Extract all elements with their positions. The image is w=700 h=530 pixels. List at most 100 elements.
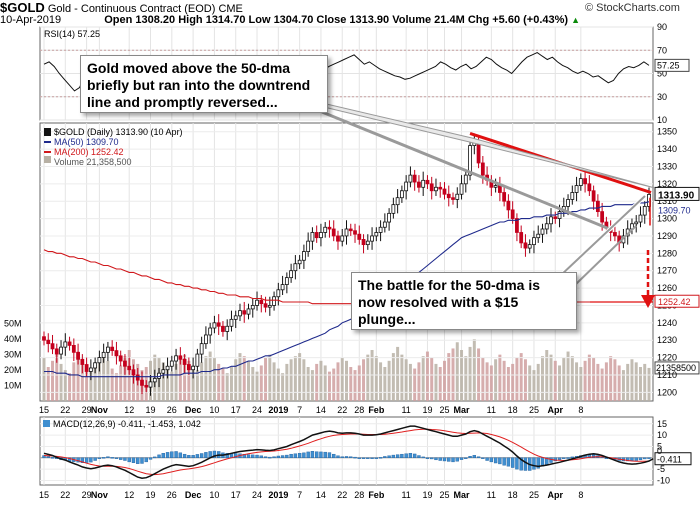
price-legend-item: Volume 21,358,500 [54,157,132,167]
macd-histogram-bar [370,457,374,459]
candle-body [302,251,306,261]
candle-body [340,235,345,242]
volume-bar [511,363,515,401]
candle-body [382,221,387,228]
candle-body [557,211,562,219]
candle-body [280,284,285,291]
macd-histogram-bar [131,457,136,463]
macd-line [43,425,654,479]
candle-body [408,174,413,183]
macd-histogram-bar [412,453,417,458]
volume-bar [97,357,101,401]
x-axis-label: Feb [368,490,385,500]
macd-histogram-bar [515,457,519,470]
volume-bar [72,362,76,401]
x-axis-label: Mar [454,405,471,415]
volume-bar [638,367,642,401]
price-legend-item: $GOLD (Daily) 1313.90 (10 Apr) [54,127,183,137]
volume-bar [255,371,259,401]
macd-histogram-bar [319,451,323,459]
macd-histogram-bar [442,457,447,462]
candle-body [259,299,264,305]
candle-body [378,226,383,233]
volume-bar [127,350,131,401]
volume-bar [242,356,246,401]
candle-body [110,346,115,352]
candle-body [144,384,149,388]
macd-signal-line [43,428,650,476]
x-axis-label: Dec [185,490,202,500]
volume-bar [443,360,446,401]
last-price-label: 1313.90 [658,190,695,201]
candle-body [123,360,127,367]
volume-bar [63,370,67,401]
macd-histogram-bar [144,457,148,463]
volume-bar [281,373,285,401]
candle-body [204,334,208,345]
macd-histogram-bar [383,456,387,459]
macd-zero-label: 0 [657,446,662,456]
candle-body [225,325,230,332]
macd-histogram-bar [532,457,536,470]
candle-body [540,228,545,235]
candle-body [178,355,183,360]
candle-body [221,325,225,332]
x-axis-label: Apr [548,405,564,415]
volume-bar [468,346,472,401]
macd-histogram-bar [140,457,144,464]
macd-histogram-bar [634,457,638,461]
candle-body [421,179,426,188]
volume-bar [617,365,621,401]
candle-body [272,296,276,306]
rsi-tick-label: 90 [657,22,667,32]
macd-histogram-bar [447,457,451,462]
volume-bar [621,370,625,401]
candle-body [493,185,498,188]
macd-histogram-bar [417,455,421,458]
volume-last-value-box [654,361,700,375]
volume-bar [489,365,493,401]
rsi-tick-label: 10 [657,115,667,125]
price-tick-label: 1210 [657,370,677,380]
volume-bar [310,370,314,401]
candle-body [42,336,46,341]
candle-body [442,188,447,195]
candle-body [182,358,187,365]
chart-header-line1: $GOLD Gold - Continuous Contract (EOD) C… [0,0,700,15]
candle-body [191,365,196,371]
candle-body [216,322,221,327]
candle-body [523,242,528,249]
volume-bar [55,354,59,401]
last-price-box [654,186,700,201]
annotation-callout-top: Gold moved above the 50-dma briefly but … [80,55,328,113]
down-arrow-icon [641,295,655,308]
candle-body [404,181,409,192]
callout-pointer-bottom-2 [574,225,637,286]
volume-bar [225,373,229,401]
macd-histogram-bar [106,456,110,458]
volume-bar [208,351,212,401]
x-axis-label: 26 [167,405,177,415]
brand-label[interactable]: © StockCharts.com [585,2,680,14]
rsi-tick-label: 50 [657,69,667,79]
volume-tick-label: 10M [4,381,22,391]
candle-body [519,232,524,244]
macd-histogram-bar [153,456,157,459]
candle-body [587,183,592,192]
macd-histogram-bar [485,457,489,461]
volume-bar [204,356,208,401]
volume-bar [643,363,647,401]
volume-bar [545,350,549,401]
volume-bar [430,357,434,401]
volume-bar [200,362,204,401]
macd-histogram-bar [314,451,319,458]
volume-bar [187,360,191,401]
macd-histogram-bar [455,457,459,462]
candle-body [152,378,157,383]
macd-histogram-bar [178,452,183,458]
candle-body [97,357,102,364]
candle-body [140,379,144,386]
volume-bar [293,356,297,401]
volume-bar [302,359,306,401]
macd-histogram-bar [310,451,315,458]
